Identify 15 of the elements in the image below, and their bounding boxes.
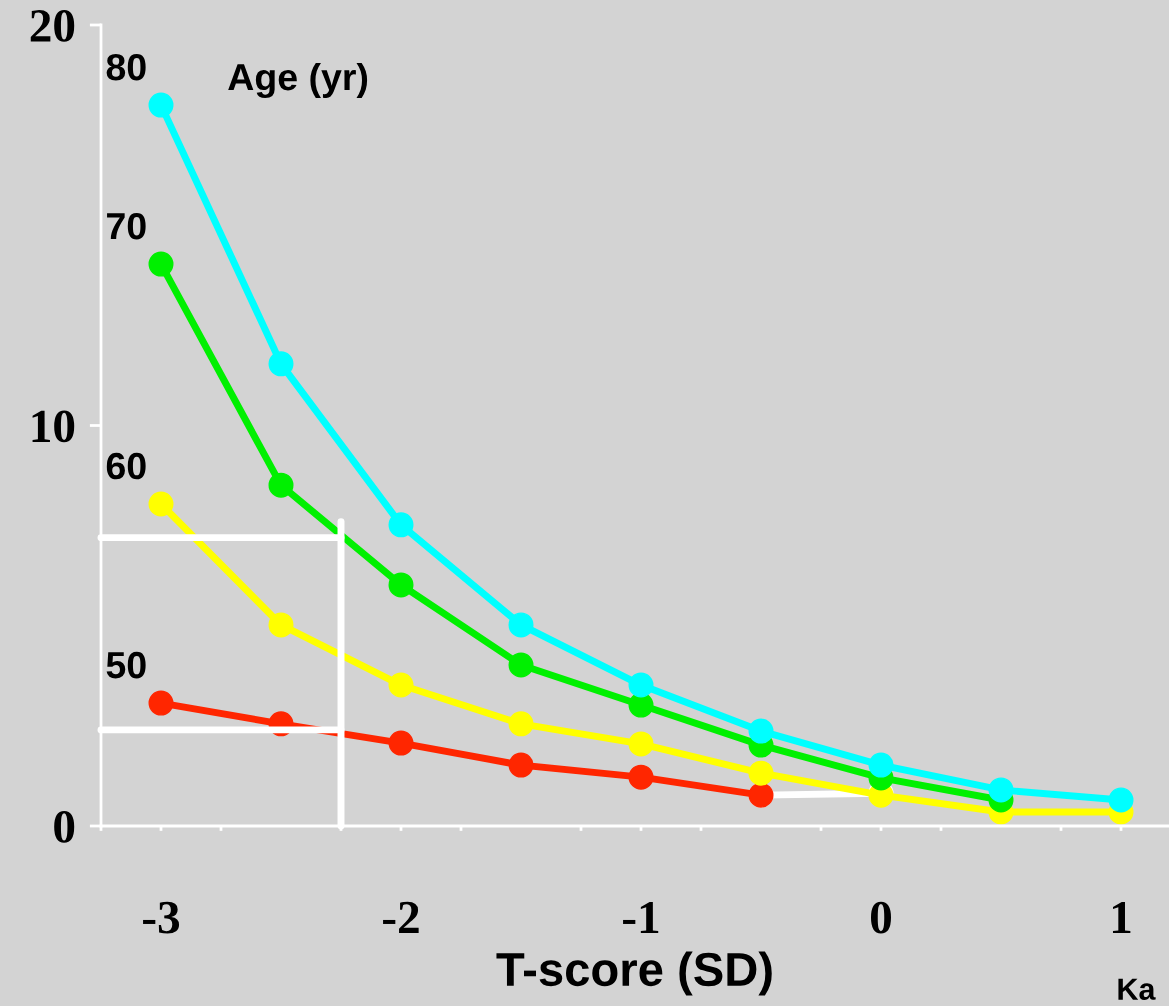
x-tick-label: -3 [143,901,180,934]
series-label: 60 [106,452,146,480]
x-axis-title: T-score (SD) [496,951,772,996]
text: Ka [1118,978,1156,1000]
series-label: 80 [106,53,146,81]
y-tick-label: 10 [32,410,75,443]
y-tick-label: 20 [30,9,75,42]
x-tick-label: 0 [870,901,892,934]
series-label: 70 [107,212,146,240]
x-tick-label: 1 [1112,901,1131,934]
y-tick-label: 0 [54,810,75,843]
annotation: Age (yr) [228,62,368,99]
x-tick-label: -1 [623,901,659,934]
series-label: 50 [106,651,146,679]
x-tick-label: -2 [383,901,419,934]
